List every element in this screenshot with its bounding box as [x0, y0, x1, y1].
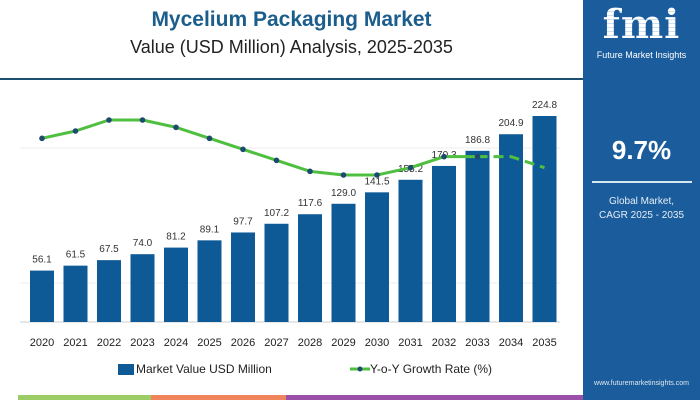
bar-2022 [97, 260, 121, 322]
growth-point-2021 [72, 128, 79, 134]
cagr-label-1: Global Market, [608, 196, 675, 207]
footer-strip-orange [151, 395, 286, 400]
growth-point-2028 [307, 168, 313, 175]
legend-bars: Market Value USD Million [118, 362, 272, 376]
bar-2026 [231, 232, 255, 322]
bar-2029 [331, 203, 356, 322]
bar-label-2034: 204.9 [498, 118, 523, 129]
legend-line-swatch [350, 366, 370, 372]
bar-label-2027: 107.2 [264, 208, 289, 219]
cagr-divider [591, 181, 692, 183]
bar-2034 [499, 134, 523, 322]
bar-label-2024: 81.2 [166, 232, 186, 243]
bar-label-2029: 129.0 [331, 188, 356, 199]
chart-title: Mycelium Packaging Market [151, 8, 432, 31]
growth-point-2032 [441, 153, 447, 160]
x-tick-2027: 2027 [264, 337, 288, 349]
x-tick-2033: 2033 [465, 337, 489, 349]
cagr-value: 9.7% [611, 135, 672, 165]
growth-point-2030 [374, 172, 380, 178]
x-tick-2030: 2030 [365, 337, 389, 349]
growth-point-2025 [206, 135, 213, 142]
footer-strip-purple [286, 395, 583, 400]
growth-point-2024 [173, 124, 179, 131]
x-tick-2023: 2023 [130, 337, 154, 349]
growth-line [41, 118, 478, 177]
bar-label-2035: 224.8 [532, 100, 557, 111]
x-tick-2024: 2024 [164, 337, 188, 349]
website-link[interactable]: www.futuremarketinsights.com [594, 380, 689, 387]
x-tick-2031: 2031 [398, 337, 422, 349]
chart-subtitle: Value (USD Million) Analysis, 2025-2035 [130, 37, 453, 57]
growth-point-2027 [273, 157, 280, 164]
legend-bar-swatch [118, 363, 134, 375]
bar-2021 [63, 265, 88, 322]
bar-2035 [532, 116, 557, 322]
x-tick-2029: 2029 [331, 337, 355, 349]
bar-2033 [465, 150, 490, 322]
bar-2031 [398, 179, 423, 322]
x-tick-2022: 2022 [97, 337, 121, 349]
bar-2030 [365, 192, 389, 322]
sidebar: fmi Future Market Insights 9.7% Global M… [583, 0, 700, 400]
legend-bar-label: Market Value USD Million [136, 362, 272, 376]
bar-2024 [164, 247, 188, 322]
cagr-label-2: CAGR 2025 - 2035 [598, 210, 685, 221]
bar-2027 [264, 223, 289, 322]
x-tick-2025: 2025 [197, 337, 221, 349]
x-tick-2035: 2035 [532, 337, 556, 349]
bar-2020 [30, 270, 54, 322]
growth-line-forecast [477, 155, 545, 170]
bar-label-2033: 186.8 [465, 135, 490, 146]
x-tick-2026: 2026 [231, 337, 255, 349]
growth-point-2023 [139, 117, 146, 123]
bar-2025 [197, 240, 222, 322]
x-tick-2028: 2028 [298, 337, 322, 349]
bar-2023 [130, 254, 155, 322]
bar-label-2022: 67.5 [99, 244, 119, 255]
growth-point-2022 [106, 117, 112, 123]
bar-label-2028: 117.6 [298, 198, 323, 209]
bar-label-2021: 61.5 [66, 250, 86, 261]
bar-2028 [298, 214, 322, 322]
growth-point-2031 [407, 164, 414, 171]
x-tick-2020: 2020 [30, 337, 54, 349]
growth-point-2020 [39, 135, 45, 142]
legend-line: Y-o-Y Growth Rate (%) [350, 362, 492, 376]
growth-point-2029 [340, 172, 347, 178]
header-divider [0, 78, 583, 80]
bar-label-2020: 56.1 [32, 255, 52, 266]
bar-label-2025: 89.1 [200, 224, 220, 235]
bar-label-2023: 74.0 [133, 238, 153, 249]
x-tick-2034: 2034 [499, 337, 523, 349]
growth-point-2033 [474, 153, 481, 160]
footer-strip-green [18, 395, 151, 400]
bar-label-2026: 97.7 [233, 216, 253, 227]
bar-2032 [432, 165, 456, 322]
x-tick-2021: 2021 [63, 337, 87, 349]
logo-subtitle: Future Market Insights [596, 50, 687, 60]
legend-line-label: Y-o-Y Growth Rate (%) [370, 362, 493, 376]
fmi-logo: fmi [583, 4, 700, 46]
chart-plot: 56.1 2020 61.5 2021 67.5 2022 74.0 2023 81.2 2024… [20, 100, 560, 349]
bar-label-2030: 141.5 [364, 176, 389, 187]
growth-point-2026 [240, 146, 246, 153]
x-tick-2032: 2032 [432, 337, 456, 349]
